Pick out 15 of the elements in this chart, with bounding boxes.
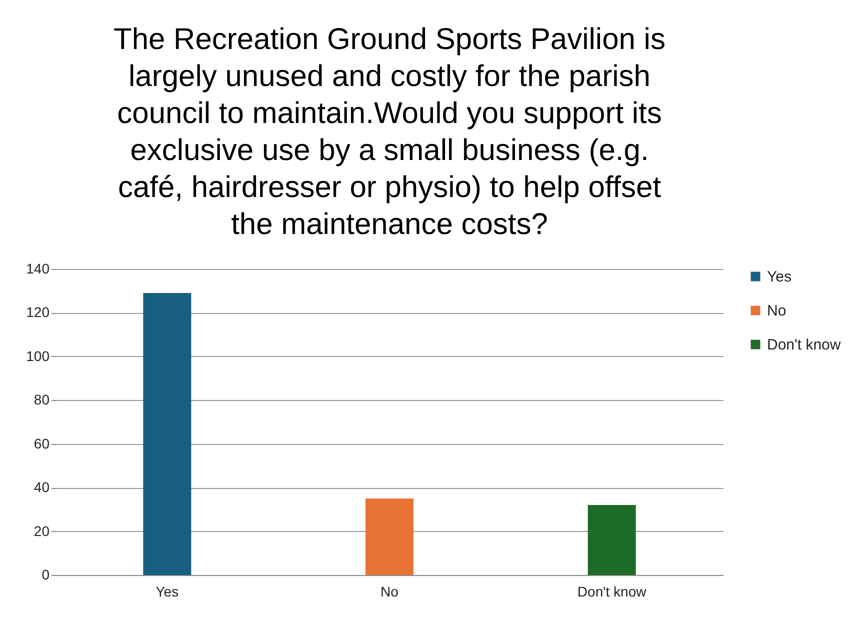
y-tick-label: 120 — [26, 304, 50, 320]
y-tick-label: 20 — [34, 522, 50, 539]
y-tick-label: 100 — [26, 348, 50, 364]
legend-label: Don't know — [767, 336, 841, 354]
y-tick-label: 40 — [34, 479, 50, 496]
y-tick-label: 140 — [26, 260, 50, 276]
x-tick-label: Yes — [156, 584, 179, 600]
y-tick-label: 60 — [34, 435, 50, 452]
x-tick-label: Don't know — [577, 584, 648, 600]
y-tick-label: 0 — [42, 566, 50, 582]
chart-title: The Recreation Ground Sports Pavilion is largely unused and costly for the parish council to maintain.Would you support its exclusive use by a small business (e.g. café, hairdresser or physio) to help offset the maintenance costs? — [114, 23, 666, 241]
legend-label: Yes — [767, 268, 792, 286]
legend-label: No — [767, 302, 786, 320]
y-tick-label: 80 — [34, 392, 50, 408]
x-tick-label: No — [380, 584, 399, 600]
